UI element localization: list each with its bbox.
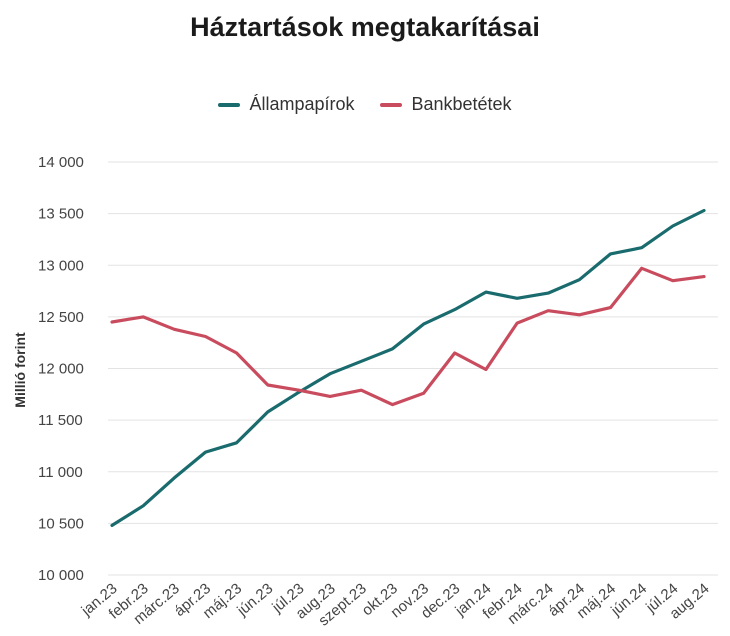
y-axis-ticks: 10 000 10 500 11 000 11 500 12 000 12 500 13 0… [38,154,84,584]
y-tick-label: 12 000 [38,361,84,378]
y-tick-label: 10 000 [38,567,84,584]
series-line-bankbetetek[interactable] [110,266,706,407]
legend-item-bankbetetek[interactable]: Bankbetétek [380,94,512,115]
y-axis-label: Millió forint [12,332,28,408]
x-tick-label: jún.24 [607,580,650,620]
y-tick-label: 12 500 [38,309,84,326]
y-tick-label: 11 500 [38,412,83,429]
y-tick-label: 13 000 [38,257,84,274]
chart-title: Háztartások megtakarításai [190,12,540,42]
series-lines [110,208,706,528]
y-tick-label: 10 500 [38,515,84,532]
x-tick-label: jún.23 [233,580,276,620]
legend-item-allampapirok[interactable]: Állampapírok [218,94,354,115]
x-axis-ticks: jan.23febr.23márc.23ápr.23máj.23jún.23jú… [78,580,713,629]
y-tick-label: 11 000 [38,464,83,481]
series-line-allampapirok[interactable] [110,208,706,528]
gridlines [108,161,718,576]
legend-label-bankbetetek: Bankbetétek [411,94,512,114]
legend: Állampapírok Bankbetétek [0,94,730,115]
y-tick-label: 14 000 [38,154,84,171]
legend-swatch-allampapirok [218,102,241,107]
legend-swatch-bankbetetek [380,102,403,107]
legend-label-allampapirok: Állampapírok [249,94,355,114]
y-tick-label: 13 500 [38,206,84,223]
